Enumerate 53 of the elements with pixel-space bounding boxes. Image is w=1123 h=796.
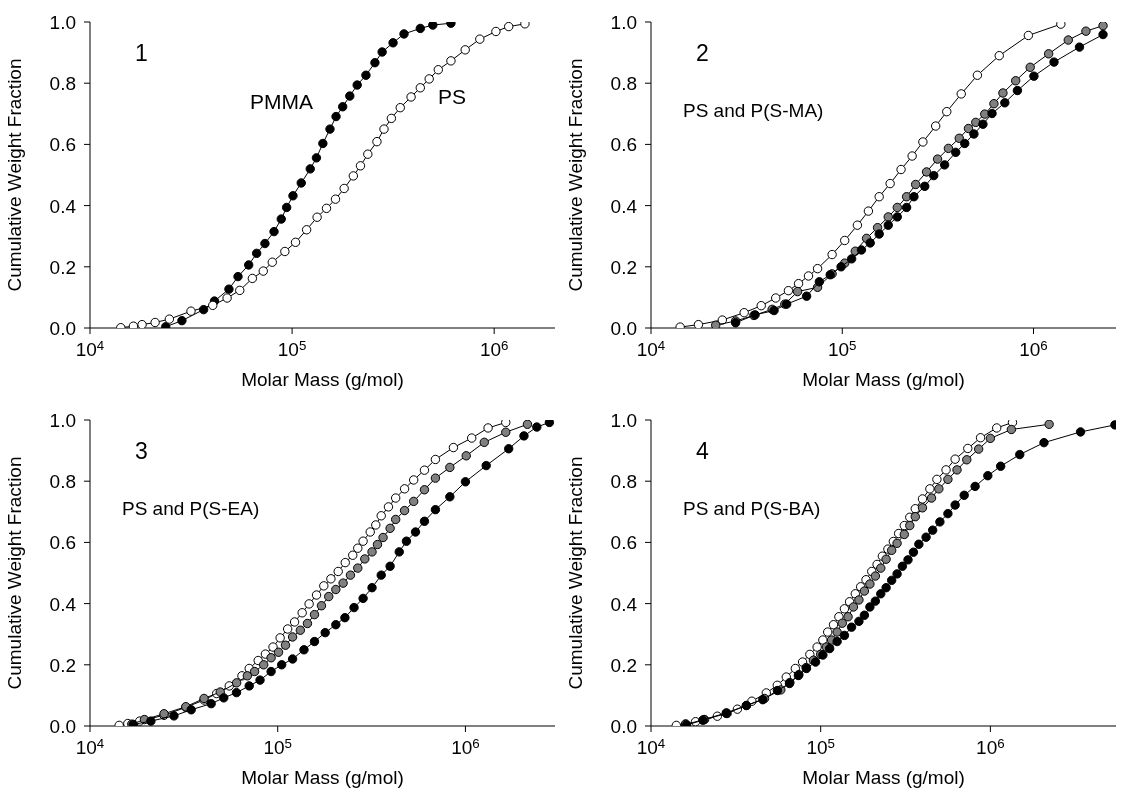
x-axis-title: Molar Mass (g/mol) [241, 369, 404, 390]
x-axis-title: Molar Mass (g/mol) [802, 369, 965, 390]
x-tick-label: 10$^{4}$ [636, 338, 666, 360]
x-axis-title: Molar Mass (g/mol) [802, 767, 965, 788]
y-tick-label: 0.4 [610, 195, 638, 217]
y-tick-label: 0.4 [49, 593, 77, 615]
y-tick-label: 0.8 [49, 73, 76, 95]
y-tick-label: 0.0 [49, 716, 76, 737]
x-tick-label: 10$^{5}$ [827, 338, 857, 360]
y-axis-title: Cumulative Weight Fraction [3, 58, 25, 292]
annotation: PS and P(S-EA) [122, 498, 260, 520]
y-tick-label: 0.8 [610, 73, 637, 95]
y-tick-label: 0.6 [49, 134, 76, 156]
x-tick-label: 10$^{6}$ [976, 736, 1005, 758]
annotation: PS [438, 85, 467, 109]
annotation: 1 [135, 40, 148, 67]
x-tick-label: 10$^{4}$ [75, 736, 105, 758]
y-tick-label: 0.2 [610, 654, 637, 676]
x-tick-label: 10$^{4}$ [636, 736, 666, 758]
y-tick-label: 0.0 [49, 318, 76, 339]
x-tick-label: 10$^{6}$ [1019, 338, 1048, 360]
y-tick-label: 0.8 [610, 471, 637, 493]
y-tick-label: 1.0 [610, 12, 637, 33]
y-tick-label: 0.2 [49, 654, 76, 676]
x-tick-label: 10$^{5}$ [277, 338, 307, 360]
y-axis-title: Cumulative Weight Fraction [3, 456, 25, 690]
annotation: 4 [696, 438, 709, 465]
annotation: PMMA [250, 90, 313, 114]
y-tick-label: 0.4 [610, 593, 638, 615]
x-axis-title: Molar Mass (g/mol) [241, 767, 404, 788]
x-tick-label: 10$^{6}$ [451, 736, 480, 758]
y-tick-label: 0.2 [610, 256, 637, 278]
y-tick-label: 0.2 [49, 256, 76, 278]
y-axis-title: Cumulative Weight Fraction [564, 456, 586, 690]
annotation: 3 [135, 438, 148, 465]
x-tick-label: 10$^{5}$ [263, 736, 292, 758]
y-tick-label: 1.0 [49, 12, 76, 33]
y-tick-label: 0.6 [610, 134, 637, 156]
x-tick-label: 10$^{5}$ [806, 736, 835, 758]
x-tick-label: 10$^{4}$ [75, 338, 105, 360]
annotation: PS and P(S-MA) [683, 100, 824, 122]
y-tick-label: 1.0 [49, 410, 76, 431]
y-tick-label: 0.8 [49, 471, 76, 493]
x-tick-label: 10$^{6}$ [479, 338, 509, 360]
y-axis-title: Cumulative Weight Fraction [564, 58, 586, 292]
annotation: PS and P(S-BA) [683, 498, 821, 520]
y-tick-label: 1.0 [610, 410, 637, 431]
y-tick-label: 0.6 [49, 532, 76, 554]
y-tick-label: 0.0 [610, 716, 637, 737]
annotation: 2 [696, 40, 709, 67]
y-tick-label: 0.4 [49, 195, 77, 217]
y-tick-label: 0.0 [610, 318, 637, 339]
y-tick-label: 0.6 [610, 532, 637, 554]
